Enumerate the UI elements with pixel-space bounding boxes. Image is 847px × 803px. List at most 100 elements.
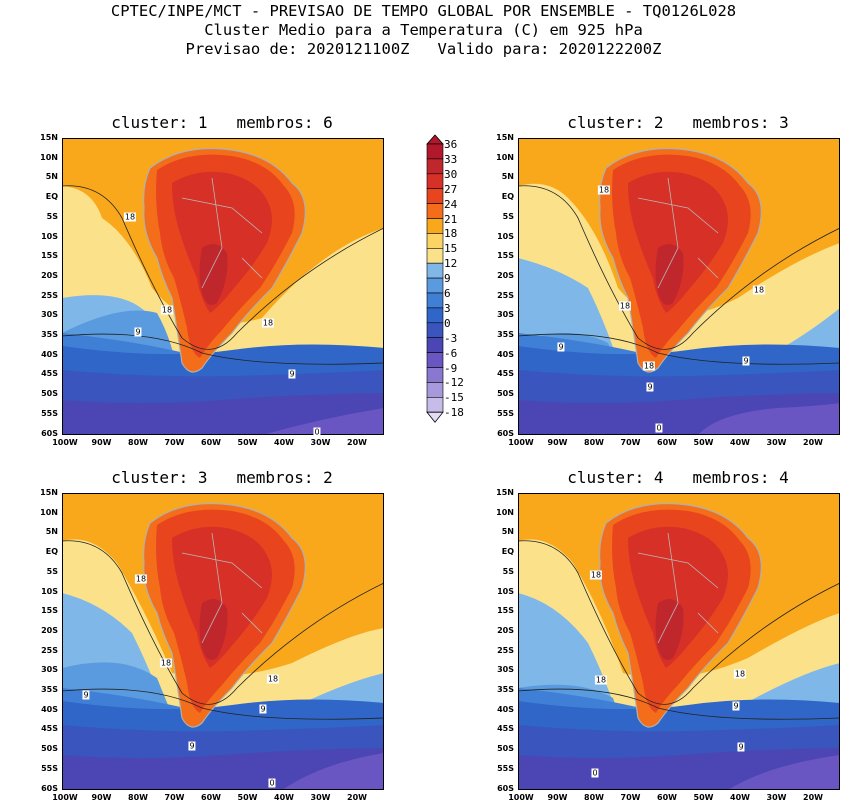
longitude-tick-label: 40W — [274, 793, 294, 802]
latitude-tick-label: 10N — [40, 152, 58, 162]
country-borders — [181, 177, 263, 289]
band-minus-6 — [282, 753, 384, 790]
latitude-tick-label: 5S — [502, 566, 514, 576]
contour-label: 18 — [752, 285, 766, 295]
latitude-tick-label: 50S — [41, 389, 58, 399]
country-borders — [637, 532, 719, 644]
isotherm-9 — [62, 333, 384, 365]
color-bar-swatch — [426, 218, 444, 234]
latitude-tick-label: 35S — [497, 330, 514, 339]
latitude-tick-label: 50S — [497, 389, 514, 399]
latitude-tick-label: 30S — [497, 310, 514, 320]
longitude-tick-label: 70W — [620, 438, 641, 447]
latitude-tick-label: 45S — [41, 724, 58, 734]
color-bar-swatch — [426, 203, 444, 219]
figure-title-line-1: CPTEC/INPE/MCT - PREVISAO DE TEMPO GLOBA… — [110, 2, 737, 20]
latitude-tick-label: 10S — [497, 586, 514, 596]
color-bar-swatch — [426, 277, 444, 294]
contour-label: 18 — [597, 185, 611, 195]
contour-label: 18 — [159, 658, 173, 668]
isotherm-9 — [518, 688, 840, 720]
color-bar-swatch — [426, 233, 444, 249]
contour-label: 18 — [261, 318, 275, 328]
latitude-tick-label: 30S — [41, 665, 58, 675]
isotherm-18 — [518, 540, 840, 705]
longitude-tick-label: 20W — [347, 793, 367, 802]
latitude-tick-label: 20S — [497, 270, 514, 280]
longitude-tick-label: 100W — [508, 438, 534, 447]
temperature-map-1 — [62, 138, 384, 435]
latitude-tick-label: 10S — [497, 231, 514, 241]
band-minus-6 — [728, 755, 840, 790]
band-33 — [199, 599, 228, 661]
map-panel-cluster-3: 18 18 18 9 9 9 0 15N 10N 5N EQ 5S 10S 15S 20S 25S 30S 35S… — [40, 488, 384, 802]
color-bar-level-label: -18 — [444, 406, 464, 420]
latitude-tick-label: 60S — [41, 783, 58, 793]
band-minus-6 — [262, 408, 384, 435]
contour-label: 18 — [594, 675, 608, 685]
latitude-tick-label: 40S — [41, 349, 58, 359]
latitude-tick-label: 40S — [41, 704, 58, 714]
color-bar-swatch — [426, 262, 444, 279]
map-panel-cluster-2: 18 18 18 18 9 9 9 0 15N 10N 5N EQ 5S 10S 15S 20S 25S 30S 3… — [496, 133, 840, 447]
latitude-tick-label: 15N — [496, 488, 514, 497]
color-bar-level-label: 15 — [444, 242, 458, 256]
latitude-tick-label: 5S — [46, 211, 58, 221]
isotherm-9 — [62, 688, 384, 720]
color-bar-swatch — [426, 158, 444, 175]
latitude-tick-label: 25S — [497, 645, 514, 655]
longitude-tick-label: 100W — [52, 438, 78, 447]
color-bar-swatch — [426, 173, 444, 189]
contour-label: 9 — [732, 701, 740, 711]
band-30 — [172, 171, 272, 313]
color-bar-swatch — [426, 367, 444, 383]
contour-label: 9 — [742, 356, 750, 366]
latitude-tick-label: 20S — [497, 625, 514, 635]
color-bar-swatch — [426, 352, 444, 368]
longitude-tick-label: 100W — [52, 793, 78, 802]
color-bar-min-arrow — [426, 411, 444, 423]
latitude-tick-label: 15N — [496, 133, 514, 142]
panel-2-title: cluster: 2 membros: 3 — [567, 113, 789, 132]
contour-label: 18 — [642, 361, 656, 371]
isotherm-18 — [518, 185, 840, 350]
longitude-tick-label: 50W — [237, 438, 258, 447]
latitude-tick-label: 15S — [497, 606, 514, 616]
longitude-tick-label: 20W — [803, 793, 823, 802]
band-33 — [199, 244, 228, 306]
latitude-tick-label: 5N — [45, 527, 58, 537]
color-bar-level-label: 18 — [444, 227, 458, 241]
panel-1-title: cluster: 1 membros: 6 — [111, 113, 333, 132]
contour-label: 0 — [313, 427, 321, 437]
contour-label: 0 — [655, 423, 663, 433]
longitude-tick-label: 50W — [693, 438, 714, 447]
color-bar-level-label: 33 — [444, 152, 458, 166]
band-30 — [172, 526, 272, 668]
longitude-tick-label: 60W — [657, 793, 677, 802]
longitude-tick-label: 100W — [508, 793, 534, 802]
latitude-tick-label: 50S — [41, 744, 58, 754]
contour-label: 0 — [268, 778, 276, 788]
longitude-tick-label: 40W — [730, 438, 750, 447]
contour-label: 18 — [589, 570, 603, 580]
longitude-tick-label: 80W — [584, 793, 604, 802]
color-bar-swatch — [426, 322, 444, 339]
latitude-tick-label: 60S — [497, 783, 514, 793]
longitude-tick-label: 30W — [766, 438, 787, 447]
latitude-tick-label: 55S — [497, 763, 514, 773]
latitude-tick-label: EQ — [45, 547, 58, 557]
color-bar-level-label: 0 — [444, 316, 451, 330]
color-bar-max-arrow — [426, 134, 444, 145]
longitude-tick-label: 20W — [347, 438, 367, 447]
latitude-tick-label: 10N — [40, 507, 58, 517]
latitude-tick-label: EQ — [501, 192, 514, 202]
contour-label: 18 — [266, 674, 280, 684]
country-borders — [637, 177, 719, 289]
latitude-tick-label: 15N — [40, 488, 58, 497]
longitude-tick-label: 40W — [274, 438, 294, 447]
longitude-tick-label: 90W — [91, 793, 112, 802]
color-scale-legend: 36 33 30 27 24 21 18 15 12 9 6 3 0 -3 -6 -9 -12 -15 -18 — [425, 134, 485, 444]
latitude-tick-label: 40S — [497, 704, 514, 714]
longitude-tick-label: 80W — [584, 438, 604, 447]
color-bar-level-label: 9 — [444, 272, 451, 286]
